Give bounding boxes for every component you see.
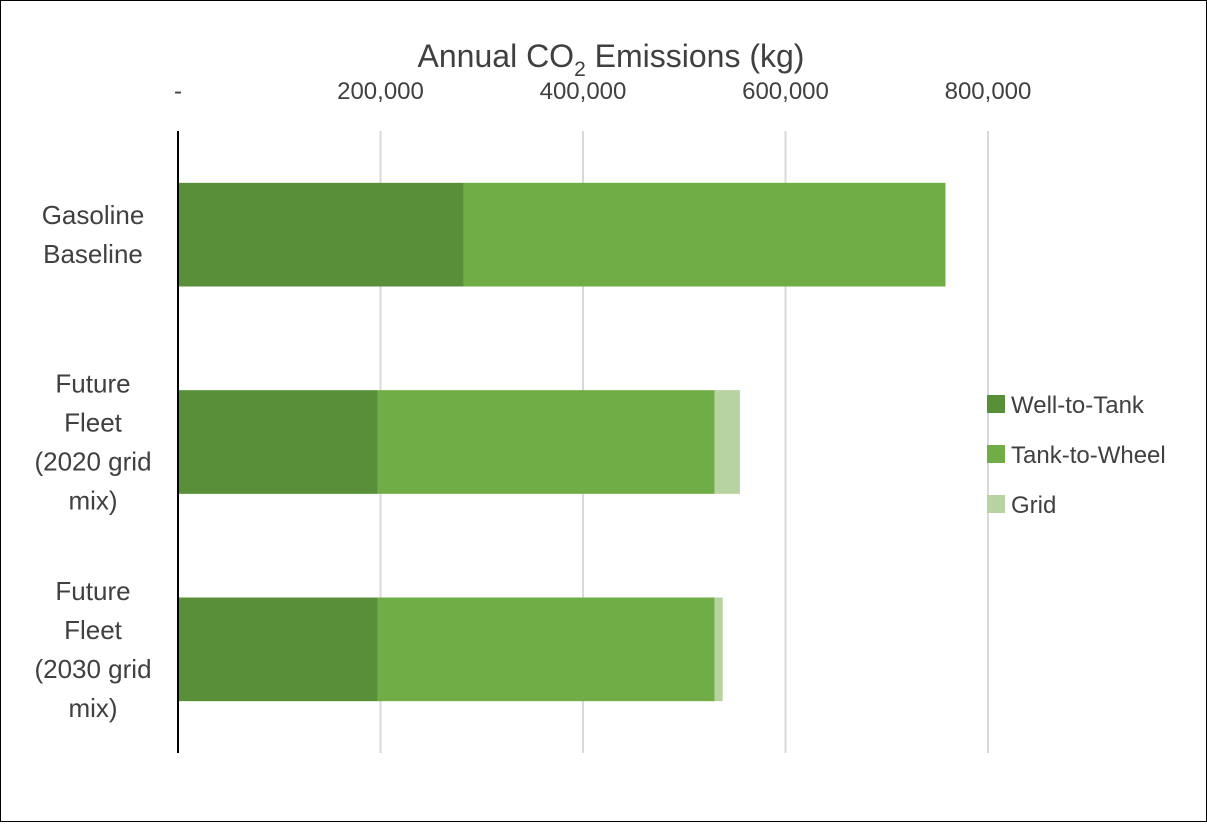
category-label: Future Fleet (2020 grid mix) [34, 369, 151, 516]
bar-segment-tank-to-wheel [377, 390, 715, 494]
category-label-line: Gasoline [42, 200, 145, 230]
category-label-line: mix) [68, 693, 117, 723]
category-labels: Gasoline Baseline Future Fleet (2020 grid mix… [34, 200, 151, 723]
x-tick-label: - [174, 78, 182, 105]
legend-label: Grid [1011, 492, 1056, 519]
category-label: Future Fleet (2030 grid mix) [34, 576, 151, 723]
chart-title: Annual CO2 Emissions (kg) [418, 38, 805, 81]
category-label-line: Fleet [64, 615, 123, 645]
category-label-line: Future [55, 576, 130, 606]
chart-title-suffix: Emissions (kg) [586, 38, 805, 74]
legend: Well-to-Tank Tank-to-Wheel Grid [987, 392, 1166, 519]
bar-segment-tank-to-wheel [377, 597, 715, 702]
legend-label: Well-to-Tank [1011, 392, 1145, 419]
x-axis-tick-labels: - 200,000 400,000 600,000 800,000 [174, 78, 1031, 105]
category-label: Gasoline Baseline [42, 200, 145, 269]
category-label-line: Future [55, 369, 130, 399]
bar-segment-tank-to-wheel [463, 182, 946, 287]
bar-segment-grid [714, 390, 740, 494]
legend-label: Tank-to-Wheel [1011, 442, 1166, 469]
chart-title-subscript: 2 [574, 58, 586, 81]
category-label-line: (2020 grid [34, 447, 151, 477]
x-tick-label: 800,000 [945, 78, 1032, 105]
bars [178, 182, 946, 702]
category-label-line: Fleet [64, 408, 123, 438]
category-label-line: Baseline [43, 239, 143, 269]
legend-swatch [987, 395, 1005, 413]
bar-segment-grid [714, 597, 723, 702]
bar-segment-well-to-tank [178, 390, 378, 494]
legend-swatch [987, 495, 1005, 513]
category-label-line: mix) [68, 486, 117, 516]
bar-segment-well-to-tank [178, 597, 378, 702]
chart-title-main: Annual CO [418, 38, 575, 74]
x-tick-label: 200,000 [337, 78, 424, 105]
x-tick-label: 600,000 [742, 78, 829, 105]
category-label-line: (2030 grid [34, 654, 151, 684]
bar-segment-well-to-tank [178, 182, 464, 287]
x-tick-label: 400,000 [540, 78, 627, 105]
legend-swatch [987, 445, 1005, 463]
